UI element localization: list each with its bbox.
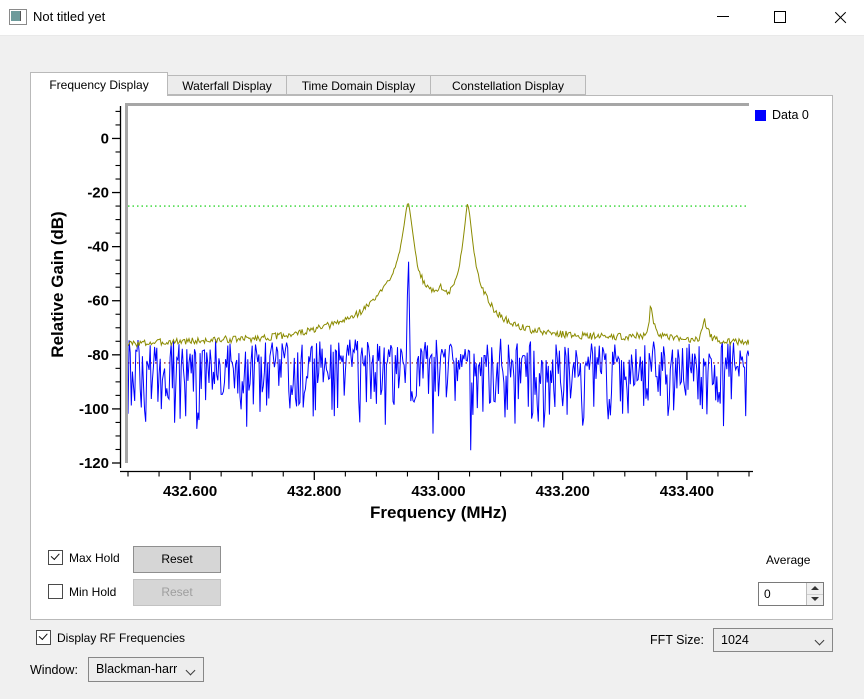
y-axis-label: Relative Gain (dB) — [48, 211, 67, 357]
min-hold-reset-button[interactable]: Reset — [133, 579, 221, 606]
chevron-down-icon — [814, 635, 825, 646]
series-live-spectrum — [128, 261, 749, 451]
x-tick-label: 433.000 — [411, 483, 465, 500]
window-function-value: Blackman-harr — [96, 662, 178, 676]
tab-label: Time Domain Display — [301, 79, 416, 93]
plot-legend: Data 0 — [755, 108, 809, 122]
app-icon-fill — [11, 11, 21, 21]
average-spin-buttons — [806, 583, 823, 605]
window-function-label: Window: — [30, 663, 78, 677]
close-button[interactable] — [817, 0, 863, 34]
maximize-button[interactable] — [757, 0, 803, 34]
title-bar: Not titled yet — [0, 0, 864, 36]
min-hold-checkbox[interactable] — [48, 584, 63, 599]
window-function-combobox[interactable]: Blackman-harr — [88, 657, 204, 682]
series-max-hold-trace — [128, 203, 749, 349]
tab-constellation-display[interactable]: Constellation Display — [430, 75, 586, 95]
minimize-button[interactable] — [700, 0, 746, 34]
y-tick-label: -60 — [87, 293, 109, 310]
x-tick-label: 433.400 — [660, 483, 714, 500]
display-rf-frequencies-checkbox[interactable] — [36, 630, 51, 645]
max-hold-label: Max Hold — [69, 551, 120, 565]
chevron-down-icon — [185, 665, 196, 676]
close-icon — [833, 10, 848, 25]
x-tick-label: 432.800 — [287, 483, 341, 500]
y-tick-label: -100 — [79, 401, 109, 418]
average-spin-down-button[interactable] — [807, 594, 823, 605]
minimize-icon — [717, 16, 729, 18]
x-axis-label: Frequency (MHz) — [370, 503, 507, 522]
tab-label: Frequency Display — [49, 78, 149, 92]
fft-size-combobox[interactable]: 1024 — [713, 628, 833, 652]
tab-time-domain-display[interactable]: Time Domain Display — [286, 75, 431, 95]
window-title: Not titled yet — [33, 9, 106, 24]
maximize-icon — [774, 11, 786, 23]
average-spinbox[interactable]: 0 — [758, 582, 824, 606]
tab-label: Waterfall Display — [182, 79, 272, 93]
y-tick-label: -120 — [79, 455, 109, 472]
y-tick-label: -20 — [87, 185, 109, 202]
frequency-plot[interactable]: 0 -20 -40 -60 -80 -100 -120 432.600 432.800 433.0… — [31, 96, 832, 541]
x-tick-label: 432.600 — [163, 483, 217, 500]
frequency-display-pane: 0 -20 -40 -60 -80 -100 -120 432.600 432.800 433.0… — [30, 95, 833, 620]
y-tick-label: 0 — [101, 130, 109, 147]
average-label: Average — [766, 553, 811, 567]
fft-size-value: 1024 — [721, 633, 749, 647]
legend-label-data0: Data 0 — [772, 108, 809, 122]
plot-canvas — [128, 106, 749, 463]
spin-down-icon — [811, 597, 819, 601]
y-tick-label: -80 — [87, 347, 109, 364]
legend-swatch-data0 — [755, 109, 766, 121]
spin-up-icon — [811, 586, 819, 590]
display-rf-frequencies-label: Display RF Frequencies — [57, 631, 186, 645]
max-hold-checkbox[interactable] — [48, 550, 63, 565]
fft-size-label: FFT Size: — [650, 633, 704, 647]
tab-waterfall-display[interactable]: Waterfall Display — [167, 75, 287, 95]
min-hold-label: Min Hold — [69, 585, 117, 599]
app-icon — [9, 9, 27, 25]
y-tick-label: -40 — [87, 239, 109, 256]
tab-label: Constellation Display — [451, 79, 565, 93]
x-tick-label: 433.200 — [536, 483, 590, 500]
max-hold-reset-button[interactable]: Reset — [133, 546, 221, 573]
average-spin-up-button[interactable] — [807, 583, 823, 595]
tab-frequency-display[interactable]: Frequency Display — [30, 72, 168, 96]
average-value: 0 — [764, 587, 771, 601]
